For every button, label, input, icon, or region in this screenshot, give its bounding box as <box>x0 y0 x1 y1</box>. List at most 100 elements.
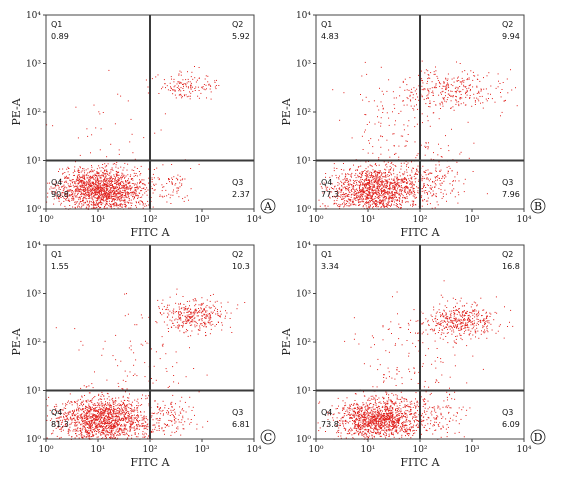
event-dot <box>93 183 95 185</box>
event-dot <box>425 142 427 144</box>
event-dot <box>405 178 406 180</box>
event-dot <box>76 419 78 421</box>
event-dot <box>77 412 79 414</box>
event-dot <box>107 403 109 405</box>
event-dot <box>93 201 94 203</box>
event-dot <box>61 192 63 194</box>
event-dot <box>101 404 103 406</box>
event-dot <box>131 133 133 135</box>
event-dot <box>102 421 104 423</box>
event-dot <box>438 188 440 190</box>
event-dot <box>114 194 116 196</box>
event-dot <box>439 104 441 106</box>
event-dot <box>85 192 87 194</box>
event-dot <box>345 196 347 198</box>
event-dot <box>94 190 96 192</box>
event-dot <box>377 181 379 183</box>
event-dot <box>206 88 207 90</box>
event-dot <box>134 183 136 185</box>
event-dot <box>83 414 85 416</box>
event-dot <box>64 205 66 207</box>
event-dot <box>371 172 372 174</box>
event-dot <box>377 116 378 118</box>
event-dot <box>387 204 389 206</box>
event-dot <box>90 426 92 428</box>
event-dot <box>372 179 374 181</box>
event-dot <box>403 178 405 180</box>
event-dot <box>152 206 154 208</box>
event-dot <box>426 184 428 186</box>
event-dot <box>102 407 104 409</box>
event-dot <box>385 164 386 166</box>
event-dot <box>124 188 126 190</box>
event-dot <box>84 184 85 186</box>
event-dot <box>100 194 102 196</box>
event-dot <box>120 419 122 420</box>
event-dot <box>436 75 438 77</box>
event-dot <box>83 408 84 410</box>
event-dot <box>131 415 133 416</box>
event-dot <box>180 95 182 97</box>
event-dot <box>128 419 130 421</box>
event-dot <box>99 407 101 409</box>
event-dot <box>94 204 96 206</box>
event-dot <box>173 86 175 88</box>
event-dot <box>375 190 377 192</box>
event-dot <box>393 133 395 135</box>
event-dot <box>91 198 93 200</box>
event-dot <box>109 405 111 407</box>
event-dot <box>343 198 345 199</box>
event-dot <box>391 182 393 184</box>
event-dot <box>58 171 59 172</box>
event-dot <box>82 405 84 407</box>
event-dot <box>384 185 386 187</box>
event-dot <box>113 435 115 437</box>
event-dot <box>66 181 68 183</box>
event-dot <box>95 184 97 186</box>
x-tick-label: 10¹ <box>360 215 375 225</box>
event-dot <box>345 195 347 197</box>
event-dot <box>369 186 371 188</box>
event-dot <box>373 175 374 177</box>
event-dot <box>409 180 411 182</box>
event-dot <box>96 187 98 189</box>
event-dot <box>374 181 375 183</box>
event-dot <box>372 194 374 195</box>
event-dot <box>378 158 380 160</box>
event-dot <box>434 73 436 75</box>
event-dot <box>418 179 420 181</box>
event-dot <box>435 167 437 169</box>
event-dot <box>122 194 123 195</box>
event-dot <box>93 201 95 203</box>
event-dot <box>112 204 114 205</box>
event-dot <box>111 176 112 178</box>
event-dot <box>97 413 99 414</box>
event-dot <box>365 176 367 178</box>
event-dot <box>82 181 84 183</box>
event-dot <box>69 195 71 197</box>
event-dot <box>58 198 60 199</box>
event-dot <box>127 191 129 193</box>
event-dot <box>340 194 342 196</box>
event-dot <box>392 189 394 191</box>
event-dot <box>91 436 93 437</box>
event-dot <box>107 194 108 196</box>
event-dot <box>104 431 106 433</box>
event-dot <box>62 429 64 431</box>
event-dot <box>114 202 116 204</box>
event-dot <box>177 187 179 189</box>
event-dot <box>112 403 114 405</box>
event-dot <box>347 173 349 175</box>
event-dot <box>111 416 113 418</box>
event-dot <box>415 157 417 159</box>
event-dot <box>338 188 340 190</box>
event-dot <box>141 188 143 190</box>
event-dot <box>106 156 108 158</box>
event-dot <box>460 90 462 92</box>
event-dot <box>111 431 113 433</box>
event-dot <box>102 187 104 189</box>
event-dot <box>480 102 481 104</box>
event-dot <box>57 427 59 429</box>
event-dot <box>69 186 71 187</box>
event-dot <box>86 184 88 186</box>
